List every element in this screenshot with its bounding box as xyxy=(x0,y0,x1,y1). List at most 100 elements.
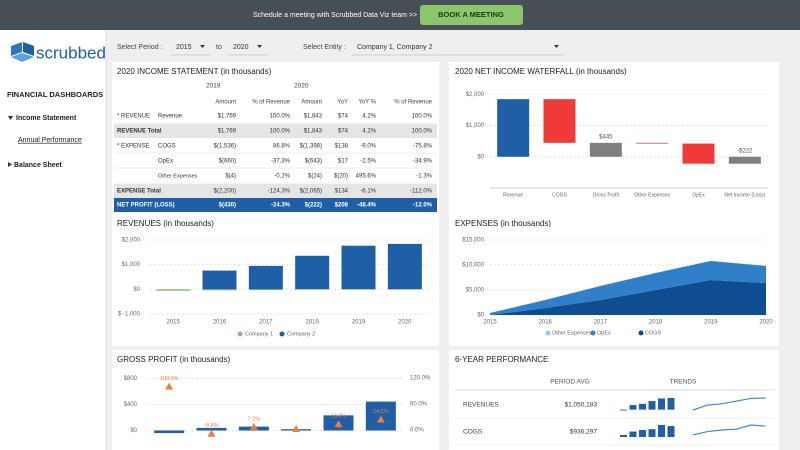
banner xyxy=(0,0,800,30)
bar xyxy=(202,289,237,291)
bar xyxy=(543,99,576,143)
entity-select[interactable]: Company 1, Company 2 xyxy=(357,44,433,51)
x-tick-label: 2018 xyxy=(649,320,663,326)
line-marker xyxy=(165,382,174,390)
bar xyxy=(202,270,237,290)
dropdown-arrow[interactable] xyxy=(200,45,205,48)
dropdown-arrow[interactable] xyxy=(554,45,559,48)
x-tick-label: Other Expenses xyxy=(634,192,670,198)
table-cell: $1,843 xyxy=(304,129,323,135)
legend-swatch xyxy=(590,330,596,336)
sidebar xyxy=(0,30,106,450)
period-to[interactable]: 2020 xyxy=(233,44,249,51)
x-tick-label: 2017 xyxy=(259,320,273,326)
bar xyxy=(589,142,622,157)
y-tick-label: $10,000 xyxy=(462,263,484,269)
table-cell: -2.5% xyxy=(360,159,376,165)
book-button-label[interactable]: BOOK A MEETING xyxy=(438,10,504,19)
row-label: COGS xyxy=(463,429,483,436)
panel-title: EXPENSES (in thousands) xyxy=(455,219,551,228)
table-cell: $(24) xyxy=(308,174,322,180)
table-cell: $1,769 xyxy=(218,114,237,120)
period-from[interactable]: 2015 xyxy=(176,44,192,51)
table-cell: $(1,398) xyxy=(300,144,322,150)
row-label: REVENUES xyxy=(463,402,499,409)
table-cell: 495.6% xyxy=(356,174,377,180)
column-header: YoY xyxy=(337,100,348,106)
data-label: 100.0% xyxy=(160,376,179,382)
line-marker xyxy=(292,424,301,432)
y-tick-label: $1,000 xyxy=(466,123,485,129)
panel-title: 6-YEAR PERFORMANCE xyxy=(455,355,548,364)
column-header: % of Revenue xyxy=(252,100,290,106)
bar xyxy=(196,427,227,431)
data-label: 7.2% xyxy=(248,416,261,422)
book-button[interactable] xyxy=(420,5,523,25)
panel xyxy=(112,350,439,450)
legend-label: COGS xyxy=(645,330,662,336)
row-highlight xyxy=(114,124,437,138)
table-cell: -12.0% xyxy=(413,203,433,209)
y-tick-label: $2,000 xyxy=(466,92,485,98)
table-cell: COGS xyxy=(158,144,176,150)
panel-title: 2020 NET INCOME WATERFALL (in thousands) xyxy=(455,67,627,76)
column-header: % of Revenue xyxy=(394,100,432,106)
nav-subitem[interactable]: Annual Performance xyxy=(18,137,82,144)
logo-text[interactable]: scrubbed xyxy=(36,43,106,62)
table-cell: $1,769 xyxy=(218,129,237,135)
bar xyxy=(154,430,185,434)
line-marker xyxy=(376,415,385,423)
y-tick-label: $15,000 xyxy=(462,238,484,244)
table-cell: $(4) xyxy=(225,174,236,180)
bar xyxy=(156,289,191,291)
legend-label: OpEx xyxy=(597,330,611,336)
bar xyxy=(295,255,330,290)
x-tick-label: 2020 xyxy=(759,320,773,326)
row-value: $936,297 xyxy=(570,429,597,436)
table-cell: $74 xyxy=(338,114,349,120)
spark-bar xyxy=(658,425,665,437)
filter-label: Select Period : xyxy=(117,44,163,51)
x-tick-label: 2015 xyxy=(483,320,497,326)
x-tick-label: 2019 xyxy=(352,320,366,326)
table-cell: -48.4% xyxy=(357,203,377,209)
filter-label: Select Entity : xyxy=(303,44,346,51)
x-tick-label: 2017 xyxy=(594,320,608,326)
table-cell: $(660) xyxy=(219,159,236,165)
table-cell: * REVENUE xyxy=(117,114,150,120)
x-tick-label: 2020 xyxy=(398,320,412,326)
x-tick-label: Revenue xyxy=(503,192,523,198)
table-cell: $(2,200) xyxy=(214,189,236,195)
bar xyxy=(387,243,422,290)
nav-item[interactable]: Income Statement xyxy=(16,115,77,122)
table-cell: 86.8% xyxy=(273,144,291,150)
x-tick-label: Net Income (Loss) xyxy=(724,192,765,198)
table-cell: -37.3% xyxy=(271,159,291,165)
table-cell: -1.3% xyxy=(416,174,432,180)
nav-item[interactable]: Balance Sheet xyxy=(14,162,63,169)
table-cell: -75.8% xyxy=(413,144,433,150)
y-tick-label: $800 xyxy=(124,376,138,382)
x-tick-label: 2018 xyxy=(305,320,319,326)
spark-bar xyxy=(639,403,646,410)
y-tick-label: $1,000 xyxy=(122,262,141,268)
line-marker xyxy=(249,422,258,430)
y-tick-label: $ -1,000 xyxy=(118,312,141,318)
nav-section: FINANCIAL DASHBOARDS xyxy=(7,90,103,99)
y2-tick-label: 60.0% xyxy=(410,402,428,408)
column-header: TRENDS xyxy=(670,379,697,386)
spark-bar xyxy=(667,426,675,437)
nav-expand-icon xyxy=(8,116,13,120)
dropdown-arrow[interactable] xyxy=(257,45,262,48)
spark-bar xyxy=(658,398,665,410)
legend-swatch xyxy=(638,330,644,336)
table-cell: -6.1% xyxy=(360,189,376,195)
data-label: -$222 xyxy=(737,148,753,154)
table-cell: $(222) xyxy=(305,203,322,209)
table-cell: $(1,536) xyxy=(214,144,236,150)
table-cell: 4.2% xyxy=(362,114,376,120)
table-cell: -24.3% xyxy=(271,203,291,209)
y-tick-label: $0 xyxy=(477,313,484,319)
x-tick-label: COGS xyxy=(552,192,567,198)
